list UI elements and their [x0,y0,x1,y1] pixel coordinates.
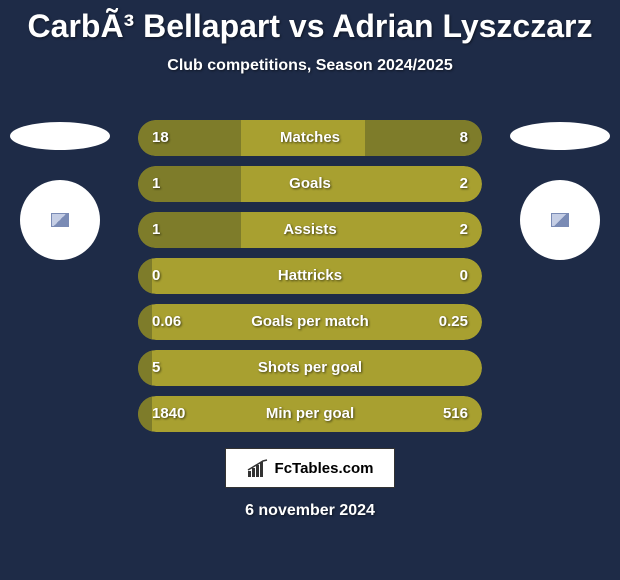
stat-label: Goals [138,166,482,202]
stat-value-right: 8 [460,120,468,156]
stat-value-right: 516 [443,396,468,432]
stat-value-right: 0.25 [439,304,468,340]
stat-label: Matches [138,120,482,156]
date-label: 6 november 2024 [0,502,620,520]
stat-label: Shots per goal [138,350,482,386]
stat-label: Goals per match [138,304,482,340]
stat-row-assists: 1 Assists 2 [138,212,482,248]
stat-row-goals: 1 Goals 2 [138,166,482,202]
player-avatar-left [20,180,100,260]
stat-label: Assists [138,212,482,248]
stat-value-right: 2 [460,166,468,202]
image-placeholder-icon [551,213,569,227]
player-avatar-right [520,180,600,260]
player-ellipse-left [10,122,110,150]
fctables-logo[interactable]: FcTables.com [225,448,395,488]
season-subtitle: Club competitions, Season 2024/2025 [0,57,620,75]
stat-row-min-per-goal: 1840 Min per goal 516 [138,396,482,432]
stats-container: 18 Matches 8 1 Goals 2 1 Assists 2 0 Hat… [138,120,482,442]
stat-row-matches: 18 Matches 8 [138,120,482,156]
chart-icon [247,459,269,477]
stat-value-right: 2 [460,212,468,248]
stat-row-hattricks: 0 Hattricks 0 [138,258,482,294]
comparison-title: CarbÃ³ Bellapart vs Adrian Lyszczarz [0,0,620,45]
stat-value-right: 0 [460,258,468,294]
stat-label: Min per goal [138,396,482,432]
player-ellipse-right [510,122,610,150]
stat-row-goals-per-match: 0.06 Goals per match 0.25 [138,304,482,340]
stat-row-shots-per-goal: 5 Shots per goal [138,350,482,386]
image-placeholder-icon [51,213,69,227]
logo-text: FcTables.com [275,460,374,477]
stat-label: Hattricks [138,258,482,294]
